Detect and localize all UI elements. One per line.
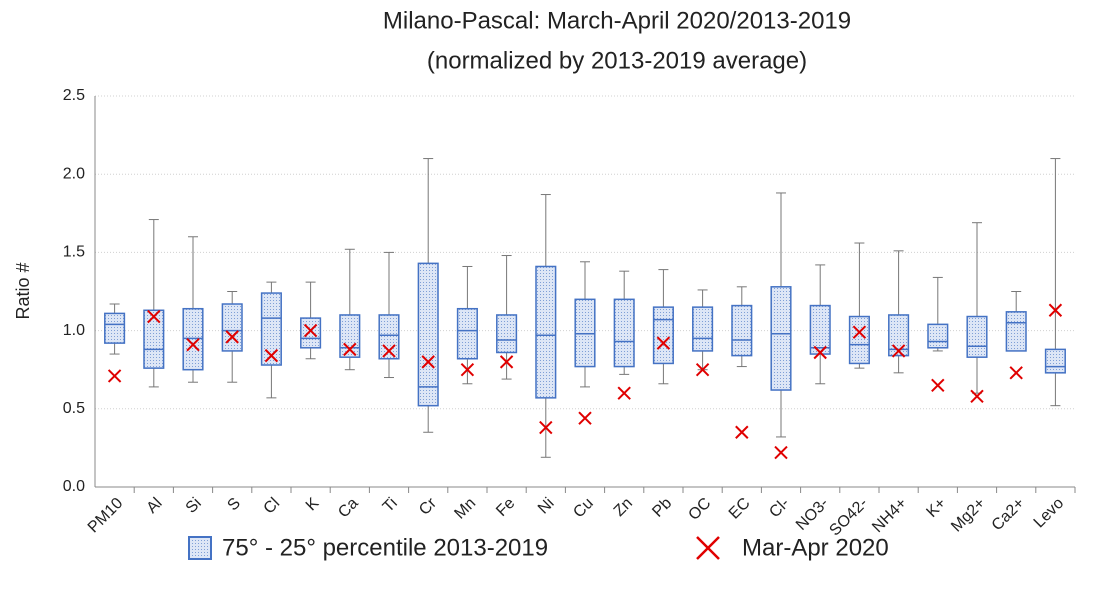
box	[260, 292, 282, 366]
box	[182, 307, 204, 371]
box	[143, 309, 165, 369]
y-tick-label: 0.5	[63, 400, 85, 417]
marker-x	[813, 345, 827, 360]
legend-swatch	[188, 536, 212, 560]
marker-x	[578, 411, 592, 425]
x-tick-label: Cl-	[766, 495, 792, 521]
marker-x	[421, 355, 435, 369]
x-tick-label: Ti	[380, 495, 401, 516]
box	[574, 298, 596, 368]
x-tick-label: Pb	[649, 495, 675, 521]
marker-x	[539, 420, 553, 435]
x-tick-label: OC	[685, 495, 714, 524]
chart-subtitle: (normalized by 2013-2019 average)	[427, 47, 807, 74]
box	[221, 303, 243, 352]
x-tick-label: Cu	[570, 495, 596, 521]
y-axis-label: Ratio #	[13, 262, 33, 319]
legend-marker	[696, 536, 720, 560]
box	[1005, 311, 1027, 352]
box	[339, 314, 361, 358]
x-tick-label: PM10	[85, 495, 127, 537]
x-tick-label: EC	[726, 495, 754, 523]
legend-label: Mar-Apr 2020	[742, 534, 889, 561]
marker-x	[891, 344, 906, 358]
box	[378, 314, 400, 360]
x-tick-label: NH4+	[869, 495, 910, 536]
x-tick-label: Levo	[1031, 495, 1068, 532]
marker-x	[303, 323, 318, 338]
legend-label: 75° - 25° percentile 2013-2019	[222, 534, 548, 561]
box	[613, 298, 635, 368]
marker-x	[852, 325, 867, 339]
box	[809, 304, 831, 355]
box	[770, 286, 792, 391]
box	[417, 262, 439, 407]
marker-x	[225, 330, 239, 344]
marker-x	[107, 369, 122, 383]
x-tick-label: K	[303, 495, 323, 515]
marker-x	[1048, 303, 1063, 317]
x-tick-label: Mg2+	[948, 495, 989, 536]
x-tick-label: Al	[144, 495, 166, 517]
box	[927, 323, 949, 349]
box	[731, 304, 753, 357]
y-tick-label: 1.0	[63, 322, 85, 339]
box	[300, 317, 322, 349]
marker-x	[264, 348, 279, 363]
box	[652, 306, 674, 365]
marker-x	[186, 337, 200, 352]
marker-x	[695, 362, 710, 377]
x-tick-label: SO42-	[826, 495, 871, 540]
y-tick-label: 1.5	[63, 244, 85, 261]
box	[456, 307, 478, 360]
chart-title: Milano-Pascal: March-April 2020/2013-201…	[383, 7, 851, 34]
marker-x	[147, 309, 161, 324]
x-tick-label: Ca2+	[989, 495, 1028, 534]
y-tick-label: 2.5	[63, 87, 85, 104]
x-tick-label: Si	[183, 495, 205, 517]
x-tick-label: S	[224, 495, 244, 515]
marker-x	[1009, 366, 1023, 380]
x-tick-label: Zn	[611, 495, 636, 520]
marker-x	[931, 378, 945, 393]
box	[692, 306, 714, 352]
x-tick-label: Fe	[493, 495, 518, 520]
x-tick-label: Cr	[416, 494, 440, 518]
box	[535, 265, 557, 399]
box	[1044, 348, 1066, 374]
y-tick-label: 0.0	[63, 478, 85, 495]
x-tick-label: Mn	[451, 495, 479, 523]
box	[104, 312, 126, 344]
marker-x	[774, 445, 788, 460]
marker-x	[382, 344, 396, 358]
marker-x	[735, 425, 749, 439]
marker-x	[617, 386, 631, 400]
x-tick-label: K+	[923, 495, 949, 521]
y-tick-label: 2.0	[63, 165, 85, 182]
marker-x	[970, 389, 984, 403]
marker-x	[656, 336, 671, 350]
box	[966, 315, 988, 358]
box	[848, 315, 870, 365]
x-tick-label: Ca	[335, 495, 362, 522]
marker-x	[343, 342, 357, 357]
x-tick-label: Cl	[261, 495, 284, 518]
x-tick-label: Ni	[535, 495, 558, 518]
box	[496, 314, 518, 354]
marker-x	[499, 355, 514, 369]
marker-x	[460, 362, 475, 377]
